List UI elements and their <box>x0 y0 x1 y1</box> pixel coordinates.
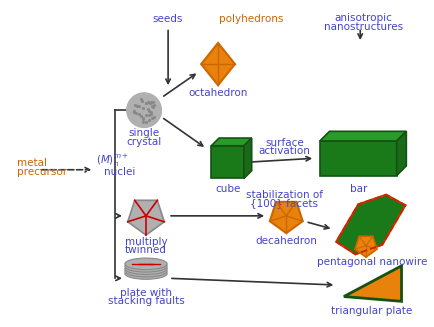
Text: twinned: twinned <box>125 246 167 255</box>
Text: anisotropic: anisotropic <box>333 13 391 23</box>
Polygon shape <box>211 138 251 146</box>
Text: triangular plate: triangular plate <box>330 306 411 316</box>
Ellipse shape <box>125 258 167 270</box>
Text: {100} facets: {100} facets <box>250 198 318 208</box>
Polygon shape <box>319 131 405 141</box>
Text: bar: bar <box>349 184 366 194</box>
Ellipse shape <box>125 263 167 274</box>
Text: decahedron: decahedron <box>255 236 316 246</box>
Polygon shape <box>211 146 243 179</box>
Text: octahedron: octahedron <box>188 88 247 98</box>
Text: polyhedrons: polyhedrons <box>219 14 283 24</box>
Polygon shape <box>201 43 234 85</box>
Text: $(M)_n^{m+}$: $(M)_n^{m+}$ <box>96 153 129 169</box>
Ellipse shape <box>125 261 167 272</box>
Polygon shape <box>396 131 405 176</box>
Polygon shape <box>243 138 251 179</box>
Text: plate with: plate with <box>120 288 171 298</box>
Text: metal: metal <box>17 158 47 168</box>
Polygon shape <box>343 266 401 301</box>
Polygon shape <box>128 200 164 235</box>
Ellipse shape <box>125 268 167 279</box>
Polygon shape <box>354 236 376 257</box>
Text: surface: surface <box>264 138 303 148</box>
Circle shape <box>126 93 161 128</box>
Text: crystal: crystal <box>126 137 161 147</box>
Text: stacking faults: stacking faults <box>107 296 184 306</box>
Ellipse shape <box>125 265 167 277</box>
Text: activation: activation <box>258 146 309 157</box>
Polygon shape <box>319 141 396 176</box>
Text: single: single <box>128 128 159 138</box>
Text: nuclei: nuclei <box>103 167 135 177</box>
Text: stabilization of: stabilization of <box>245 190 322 200</box>
Polygon shape <box>335 195 404 254</box>
Text: seeds: seeds <box>153 14 183 24</box>
Text: precursor: precursor <box>17 167 67 177</box>
Text: nanostructures: nanostructures <box>323 22 402 32</box>
Text: multiply: multiply <box>125 237 167 247</box>
Text: cube: cube <box>214 184 240 194</box>
Polygon shape <box>269 202 302 233</box>
Text: pentagonal nanowire: pentagonal nanowire <box>316 257 426 267</box>
